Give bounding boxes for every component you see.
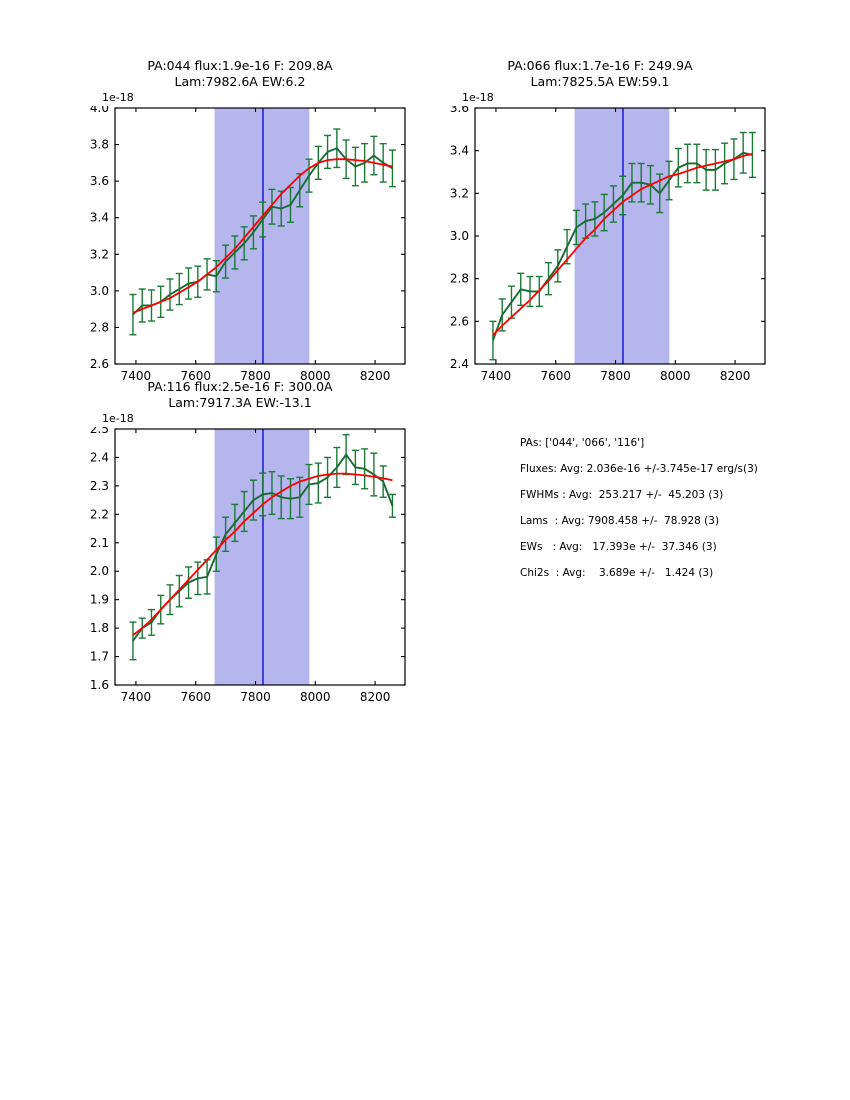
svg-text:3.6: 3.6 [90, 174, 109, 188]
plot-panel-pa-116: PA:116 flux:2.5e-16 F: 300.0A Lam:7917.3… [60, 379, 420, 717]
svg-text:2.6: 2.6 [90, 357, 109, 371]
svg-text:2.2: 2.2 [90, 507, 109, 521]
svg-text:1.7: 1.7 [90, 650, 109, 664]
panel-title-line1-pa-044: PA:044 flux:1.9e-16 F: 209.8A [147, 58, 333, 73]
svg-text:3.0: 3.0 [90, 284, 109, 298]
svg-text:7400: 7400 [121, 690, 152, 704]
svg-text:2.4: 2.4 [450, 357, 469, 371]
svg-text:2.5: 2.5 [90, 427, 109, 436]
svg-text:8200: 8200 [720, 369, 751, 383]
panel-title-line2-pa-066: Lam:7825.5A EW:59.1 [530, 74, 670, 89]
svg-text:3.8: 3.8 [90, 138, 109, 152]
svg-text:8200: 8200 [360, 369, 391, 383]
summary-line-ews: EWs : Avg: 17.393e +/- 37.346 (3) [520, 541, 717, 553]
svg-text:3.4: 3.4 [90, 211, 109, 225]
svg-text:7600: 7600 [180, 690, 211, 704]
svg-text:2.6: 2.6 [450, 314, 469, 328]
svg-text:2.8: 2.8 [90, 320, 109, 334]
svg-text:3.6: 3.6 [450, 106, 469, 115]
panel-title-line2-pa-116: Lam:7917.3A EW:-13.1 [168, 395, 312, 410]
svg-text:8000: 8000 [300, 690, 331, 704]
svg-text:8000: 8000 [300, 369, 331, 383]
axes-pa-044[interactable]: 2.6 2.8 3.0 3.2 3.4 3.6 3.8 4.0 7400 7600 7800 8000… [60, 106, 420, 396]
summary-line-pas: PAs: ['044', '066', '116'] [520, 437, 645, 449]
svg-text:8000: 8000 [660, 369, 691, 383]
panel-title-line2-pa-044: Lam:7982.6A EW:6.2 [174, 74, 306, 89]
summary-line-lams: Lams : Avg: 7908.458 +/- 78.928 (3) [520, 515, 720, 527]
panel-title-line1-pa-066: PA:066 flux:1.7e-16 F: 249.9A [507, 58, 693, 73]
svg-text:7800: 7800 [240, 369, 271, 383]
summary-panel: PAs: ['044', '066', '116'] Fluxes: Avg: … [520, 430, 840, 586]
plot-panel-pa-044: PA:044 flux:1.9e-16 F: 209.8A Lam:7982.6… [60, 58, 420, 396]
summary-line-chi2s: Chi2s : Avg: 3.689e +/- 1.424 (3) [520, 567, 714, 579]
svg-text:1.9: 1.9 [90, 593, 109, 607]
summary-line-fwhms: FWHMs : Avg: 253.217 +/- 45.203 (3) [520, 489, 724, 501]
summary-line-fluxes: Fluxes: Avg: 2.036e-16 +/-3.745e-17 erg/… [520, 463, 758, 475]
y-offset-label-pa-116: 1e-18 [102, 412, 134, 425]
svg-text:2.3: 2.3 [90, 479, 109, 493]
svg-text:3.2: 3.2 [90, 247, 109, 261]
svg-text:7600: 7600 [180, 369, 211, 383]
svg-text:8200: 8200 [360, 690, 391, 704]
panel-title-line1-pa-116: PA:116 flux:2.5e-16 F: 300.0A [147, 379, 333, 394]
svg-text:7400: 7400 [121, 369, 152, 383]
svg-text:2.8: 2.8 [450, 272, 469, 286]
svg-text:1.8: 1.8 [90, 621, 109, 635]
svg-text:4.0: 4.0 [90, 106, 109, 115]
svg-text:7600: 7600 [540, 369, 571, 383]
svg-text:2.4: 2.4 [90, 450, 109, 464]
svg-text:3.4: 3.4 [450, 144, 469, 158]
svg-text:7800: 7800 [600, 369, 631, 383]
svg-text:3.0: 3.0 [450, 229, 469, 243]
svg-text:1.6: 1.6 [90, 678, 109, 692]
svg-text:2.1: 2.1 [90, 536, 109, 550]
y-offset-label-pa-044: 1e-18 [102, 91, 134, 104]
svg-text:7400: 7400 [481, 369, 512, 383]
plot-panel-pa-066: PA:066 flux:1.7e-16 F: 249.9A Lam:7825.5… [420, 58, 780, 396]
y-offset-label-pa-066: 1e-18 [462, 91, 494, 104]
axes-pa-116[interactable]: 1.6 1.7 1.8 1.9 2.0 2.1 2.2 2.3 2.4 2.5 7400 7600 78… [60, 427, 420, 717]
svg-text:2.0: 2.0 [90, 564, 109, 578]
svg-text:7800: 7800 [240, 690, 271, 704]
axes-pa-066[interactable]: 2.4 2.6 2.8 3.0 3.2 3.4 3.6 7400 7600 7800 8000 820… [420, 106, 780, 396]
svg-text:3.2: 3.2 [450, 186, 469, 200]
